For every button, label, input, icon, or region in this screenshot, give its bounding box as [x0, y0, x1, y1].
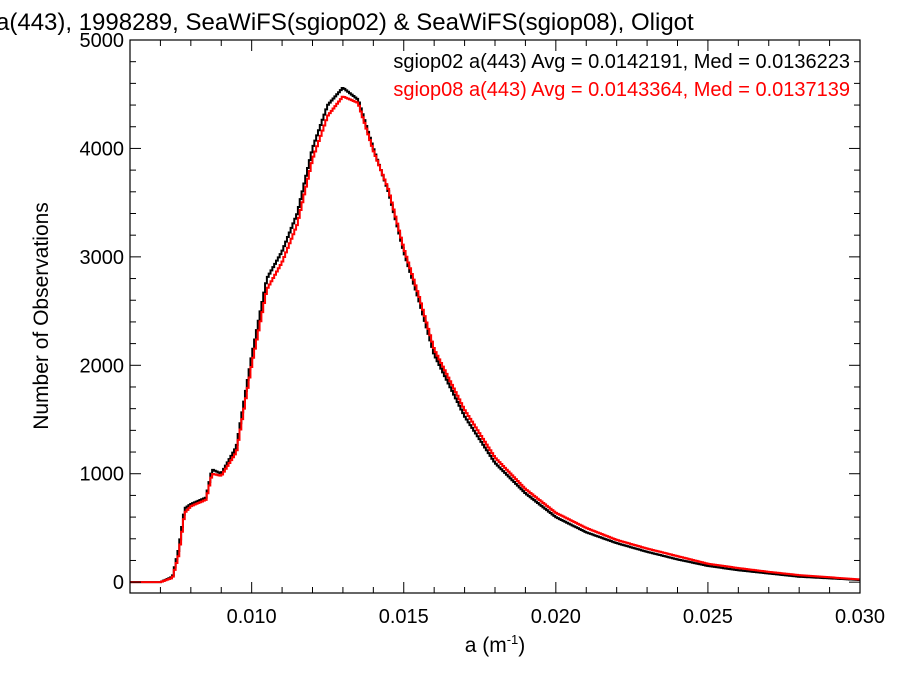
y-tick-label: 3000 [80, 247, 125, 269]
y-tick-label: 2000 [80, 355, 125, 377]
plot-area [130, 87, 860, 584]
y-axis: 0 1000 2000 3000 4000 5000 [80, 30, 860, 594]
x-tick-label: 0.010 [227, 606, 277, 628]
x-axis-label-close: ) [518, 634, 525, 657]
legend-entry-sgiop08: sgiop08 a(443) Avg = 0.0143364, Med = 0.… [393, 79, 850, 101]
y-tick-label: 4000 [80, 138, 125, 160]
y-tick-label: 0 [113, 572, 124, 594]
x-tick-label: 0.020 [531, 606, 581, 628]
x-tick-label: 0.030 [835, 606, 885, 628]
y-tick-label: 5000 [80, 30, 125, 52]
x-axis: 0.010 0.015 0.020 0.025 0.030 [159, 40, 885, 628]
x-axis-label: a (m-1) [465, 632, 526, 657]
y-tick-label: 1000 [80, 464, 125, 486]
x-axis-label-superscript: -1 [507, 632, 519, 647]
y-axis-label: Number of Observations [30, 202, 53, 430]
x-axis-label-text: a (m [465, 634, 507, 657]
series-sgiop08-line [130, 95, 860, 584]
chart-title: a(443), 1998289, SeaWiFS(sgiop02) & SeaW… [0, 9, 694, 36]
series-sgiop02-line [130, 87, 860, 584]
legend-entry-sgiop02: sgiop02 a(443) Avg = 0.0142191, Med = 0.… [393, 51, 850, 73]
x-tick-label: 0.025 [683, 606, 733, 628]
plot-frame [129, 39, 861, 594]
x-tick-label: 0.015 [379, 606, 429, 628]
